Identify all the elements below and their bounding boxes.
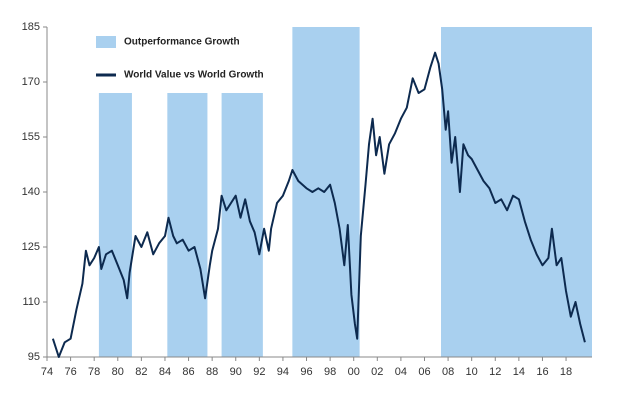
outperformance-band — [441, 27, 592, 357]
x-tick-label: 10 — [466, 366, 478, 378]
x-tick-label: 08 — [442, 366, 454, 378]
x-tick-label: 86 — [182, 366, 194, 378]
outperformance-band — [221, 93, 263, 357]
y-tick-label: 155 — [22, 131, 40, 143]
outperformance-band — [98, 93, 132, 357]
y-tick-label: 95 — [28, 351, 40, 363]
legend-swatch — [96, 36, 116, 48]
y-tick-label: 125 — [22, 241, 40, 253]
x-tick-label: 94 — [277, 366, 289, 378]
x-tick-label: 78 — [88, 366, 100, 378]
x-tick-label: 14 — [513, 366, 525, 378]
x-tick-label: 06 — [418, 366, 430, 378]
x-tick-label: 12 — [489, 366, 501, 378]
outperformance-band — [167, 93, 208, 357]
series-line — [51, 51, 586, 358]
y-tick-label: 185 — [22, 21, 40, 33]
y-tick-label: 140 — [22, 186, 40, 198]
x-tick-label: 88 — [206, 366, 218, 378]
legend-text: World Value vs World Growth — [124, 70, 264, 81]
legend-text: Outperformance Growth — [124, 37, 240, 48]
x-tick-label: 02 — [371, 366, 383, 378]
x-tick-label: 82 — [135, 366, 147, 378]
y-tick-label: 170 — [22, 76, 40, 88]
x-tick-label: 00 — [348, 366, 360, 378]
x-tick-label: 76 — [64, 366, 76, 378]
x-tick-label: 84 — [159, 366, 171, 378]
x-tick-label: 74 — [41, 366, 53, 378]
x-tick-label: 90 — [230, 366, 242, 378]
outperformance-band — [292, 27, 360, 357]
x-tick-label: 16 — [536, 366, 548, 378]
x-tick-label: 92 — [253, 366, 265, 378]
x-tick-label: 18 — [560, 366, 572, 378]
x-tick-label: 04 — [395, 366, 407, 378]
x-tick-label: 80 — [112, 366, 124, 378]
x-tick-label: 98 — [324, 366, 336, 378]
x-tick-label: 96 — [300, 366, 312, 378]
y-tick-label: 110 — [22, 296, 40, 308]
